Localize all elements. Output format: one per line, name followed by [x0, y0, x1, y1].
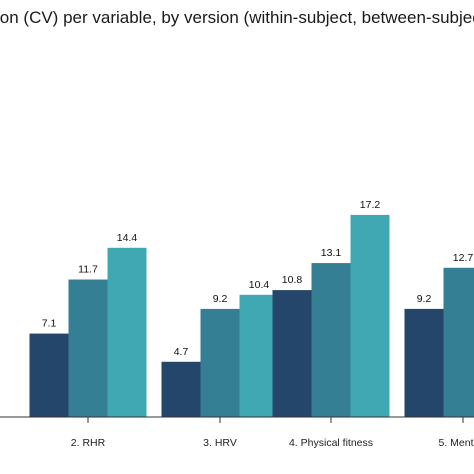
x-tick-label-1: 2. RHR: [71, 437, 106, 449]
bar-4-1: [443, 267, 474, 417]
value-label-1-1: 11.7: [78, 264, 98, 276]
bar-1-0: [29, 333, 69, 417]
value-label-4-1: 12.7: [453, 252, 474, 264]
bar-2-2: [239, 294, 279, 417]
bar-3-2: [350, 214, 390, 417]
x-tick-label-4: 5. Mental f: [438, 437, 474, 449]
x-tick-label-3: 4. Physical fitness: [289, 437, 373, 449]
bar-1-2: [107, 247, 147, 417]
bar-1-1: [68, 279, 108, 417]
value-label-2-1: 9.2: [213, 293, 228, 305]
value-label-1-2: 14.4: [117, 232, 138, 244]
value-labels-group: 7.1 11.7 14.4 4.7 9.2 10.4 10.8 13.1 17.2 9.2 12.7: [42, 199, 474, 358]
value-label-3-1: 13.1: [321, 247, 342, 259]
value-label-2-2: 10.4: [249, 279, 270, 291]
bar-2-0: [161, 361, 201, 417]
bar-3-0: [272, 290, 312, 417]
value-label-3-0: 10.8: [282, 274, 303, 286]
bar-4-0: [404, 308, 444, 417]
bar-3-1: [311, 263, 351, 417]
value-label-3-2: 17.2: [360, 199, 381, 211]
value-label-4-0: 9.2: [417, 293, 432, 305]
chart-title: ion (CV) per variable, by version (withi…: [0, 8, 474, 27]
bars-group: [29, 214, 474, 417]
value-label-2-0: 4.7: [174, 346, 189, 358]
bar-2-1: [200, 308, 240, 417]
x-ticks-group: 2. RHR 3. HRV 4. Physical fitness 5. Mental…: [71, 417, 474, 449]
value-label-1-0: 7.1: [42, 318, 57, 330]
x-tick-label-2: 3. HRV: [203, 437, 237, 449]
